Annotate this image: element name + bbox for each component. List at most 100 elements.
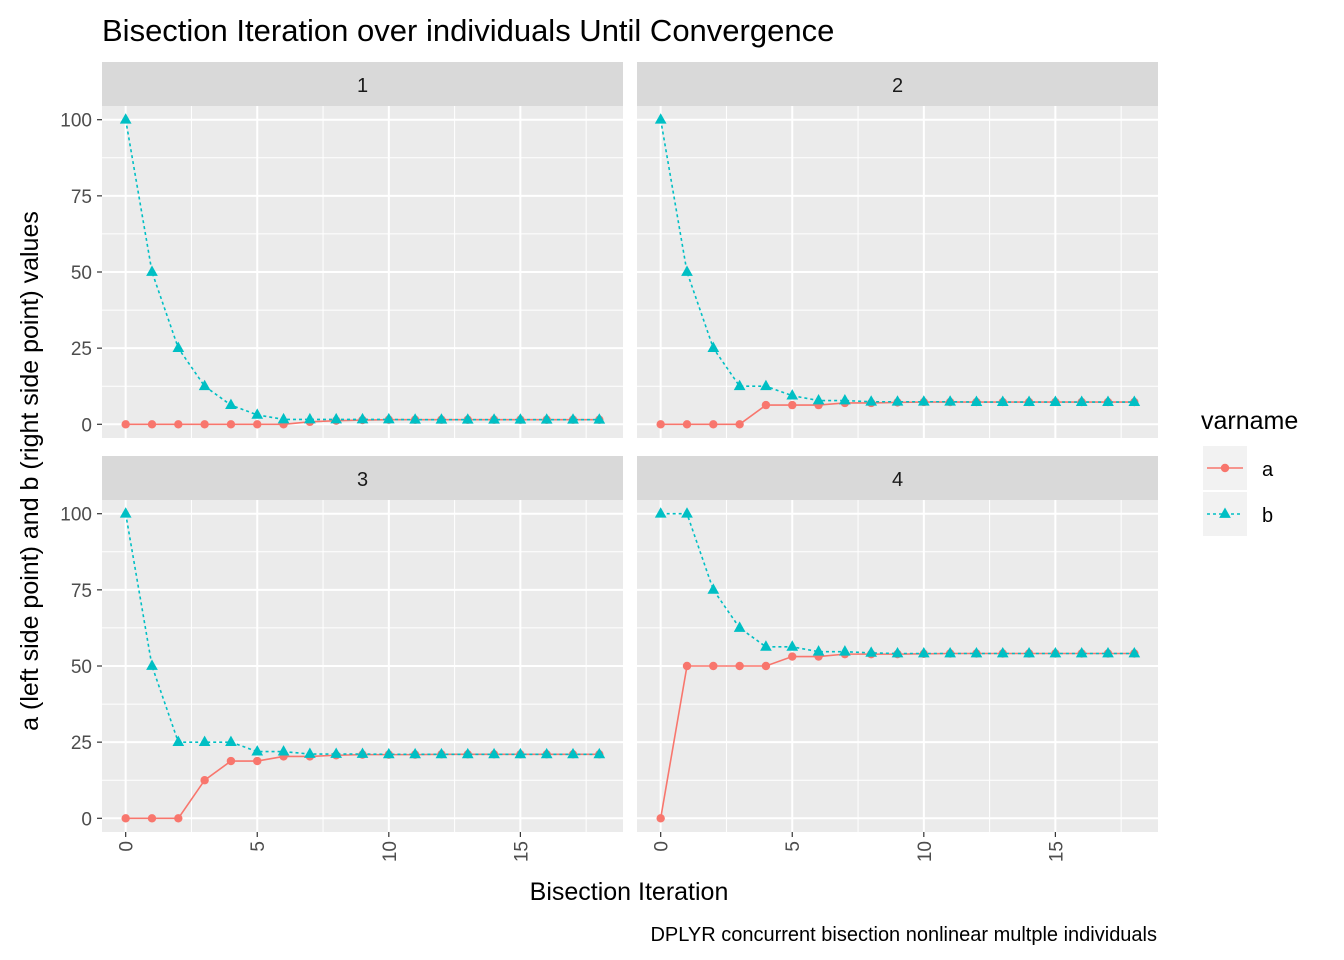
facet-panel-4: 4 0 5 10 15 [637,456,1158,862]
data-point-b [1128,395,1141,406]
data-point-b [567,413,579,424]
data-point-b [1023,647,1035,658]
data-point-b [146,659,158,670]
data-point-b [304,412,316,424]
data-point-b [839,394,851,405]
data-point-b [198,379,211,391]
data-point-a [656,814,665,823]
data-point-b [435,747,448,759]
data-point-b [760,640,772,651]
facet-strip [102,456,623,500]
facet-panel-3: 3 0 25 50 75 100 0 5 10 15 [60,456,623,862]
facet-strip [102,62,623,106]
data-point-b [654,507,667,518]
data-point-b [917,647,930,658]
data-point-a [226,756,236,766]
data-point-b [970,647,983,658]
facet-strip-label: 3 [357,469,368,491]
y-tick-label: 75 [71,187,92,208]
x-tick-label: 10 [915,841,936,862]
data-point-b [461,747,474,759]
facet-strip [637,62,1158,106]
y-tick-label: 50 [71,657,92,678]
series-b [119,507,606,759]
data-point-b [330,412,343,424]
data-point-a [147,814,157,823]
data-point-a [788,652,797,661]
data-point-b [488,747,500,759]
data-point-b [304,747,316,758]
data-point-b [944,647,956,658]
data-point-b [251,745,264,756]
data-point-b [1102,647,1114,658]
data-point-a [121,814,130,823]
data-point-b [382,747,395,759]
data-point-b [996,647,1009,658]
data-point-b [1075,395,1088,406]
y-tick-label: 100 [60,505,92,526]
data-point-a [682,661,692,671]
data-point-a [253,420,262,429]
data-point-b [760,379,772,391]
x-tick-label: 10 [380,841,401,862]
data-point-a [709,420,718,429]
y-tick-label: 100 [60,111,92,132]
data-point-b [540,413,553,424]
legend-entry-b: b [1203,492,1273,536]
data-point-b [119,113,132,124]
data-point-a [174,420,183,429]
y-axis-title: a (left side point) and b (right side po… [16,211,44,731]
data-point-b [435,413,448,424]
data-point-b [1102,395,1114,406]
data-point-b [917,395,930,406]
data-point-b [593,747,606,759]
data-point-b [865,646,878,657]
data-point-b [786,640,799,651]
data-point-b [225,735,237,747]
data-point-a [788,400,797,410]
y-tick-label: 25 [71,733,92,754]
legend-label: b [1262,505,1273,527]
series-b [119,113,606,424]
data-point-b [681,507,693,518]
data-point-b [488,413,500,424]
data-point-a [735,420,744,429]
data-point-b [119,507,132,518]
data-point-b [812,394,825,405]
data-point-b [891,647,904,658]
data-point-b [567,747,579,759]
data-point-b [733,379,746,391]
data-point-b [970,395,983,406]
chart-caption: DPLYR concurrent bisection nonlinear mul… [650,924,1157,946]
data-point-b [540,747,553,759]
data-point-a [682,420,692,429]
data-point-b [812,645,825,656]
data-point-b [733,621,746,632]
x-tick-label: 15 [511,841,532,862]
data-point-b [356,747,369,758]
data-point-b [593,413,606,424]
data-point-b [172,341,185,353]
data-point-b [681,265,693,276]
data-point-a [226,420,236,429]
data-point-b [707,341,720,353]
facet-strip-label: 2 [892,75,903,97]
data-point-a [121,420,130,429]
y-tick-label: 50 [71,263,92,284]
x-tick-label: 15 [1046,841,1067,862]
data-point-b [707,583,720,594]
data-point-b [1049,647,1062,658]
data-point-b [1128,647,1141,658]
y-tick-label: 75 [71,581,92,602]
legend-title: varname [1201,407,1298,435]
data-point-b [786,389,799,400]
data-point-b [1049,395,1062,406]
legend-label: a [1262,459,1274,481]
data-point-b [356,412,369,424]
facet-strip [637,456,1158,500]
data-point-a [174,814,183,823]
legend-key-marker [1219,507,1231,518]
data-point-b [839,645,851,656]
